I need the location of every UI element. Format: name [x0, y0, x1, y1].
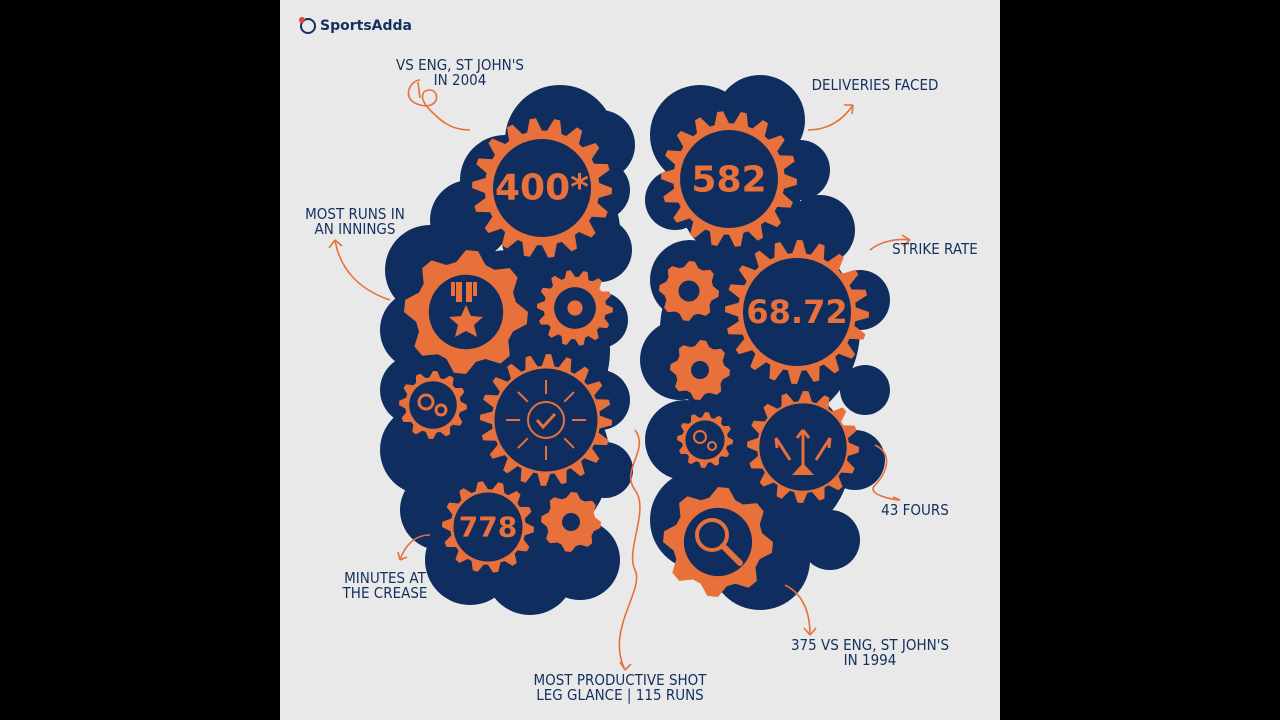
brain-gears-art: [328, 75, 911, 671]
pointer-arrow: [784, 584, 817, 636]
cog-icon: [677, 412, 733, 468]
cog-icon: [541, 492, 601, 552]
logo-text: SportsAdda: [320, 18, 412, 34]
stat-deliveries: 582: [691, 159, 767, 201]
pointer-arrow: [407, 79, 471, 131]
target-check-icon: [480, 354, 612, 486]
label-deliveries-faced: DELIVERIES FACED: [811, 76, 939, 94]
magnifier-icon: [663, 487, 773, 597]
cog-icon: [399, 371, 467, 439]
label-vs-eng-2004: VS ENG, ST JOHN'S IN 2004: [395, 56, 525, 89]
label-vs-eng-1994: 375 VS ENG, ST JOHN'S IN 1994: [790, 636, 950, 669]
label-43-fours: 43 FOURS: [881, 501, 949, 519]
pointer-arrow: [807, 104, 854, 131]
cog-icon: [537, 270, 613, 346]
cog-icon: [659, 261, 719, 321]
label-minutes-at-crease: MINUTES AT THE CREASE: [342, 569, 428, 602]
pointer-arrow: [618, 429, 641, 671]
cog-icon: [725, 240, 869, 384]
pointer-arrow: [869, 234, 911, 251]
cog-icon: [472, 118, 612, 258]
growth-arrows-icon: [747, 391, 859, 503]
infographic: SportsAdda 400* 582 68.72 778 VS ENG, ST…: [280, 0, 1000, 720]
label-most-runs: MOST RUNS IN AN INNINGS: [305, 205, 405, 238]
label-most-productive-shot: MOST PRODUCTIVE SHOT LEG GLANCE | 115 RUN…: [533, 671, 707, 704]
label-strike-rate: STRIKE RATE: [892, 240, 978, 258]
cog-icon: [670, 340, 730, 400]
stat-minutes: 778: [458, 510, 518, 544]
pointer-arrow: [397, 534, 431, 561]
medal-icon: [404, 250, 528, 374]
stat-highest-score: 400*: [495, 167, 589, 209]
pointer-arrow: [328, 239, 391, 301]
stat-strike-rate: 68.72: [746, 293, 848, 331]
pointer-arrow: [872, 444, 901, 501]
cog-icon: [661, 111, 797, 247]
sportsadda-logo: SportsAdda: [299, 17, 412, 34]
logo-icon: [299, 17, 316, 34]
cog-icon: [442, 481, 534, 573]
